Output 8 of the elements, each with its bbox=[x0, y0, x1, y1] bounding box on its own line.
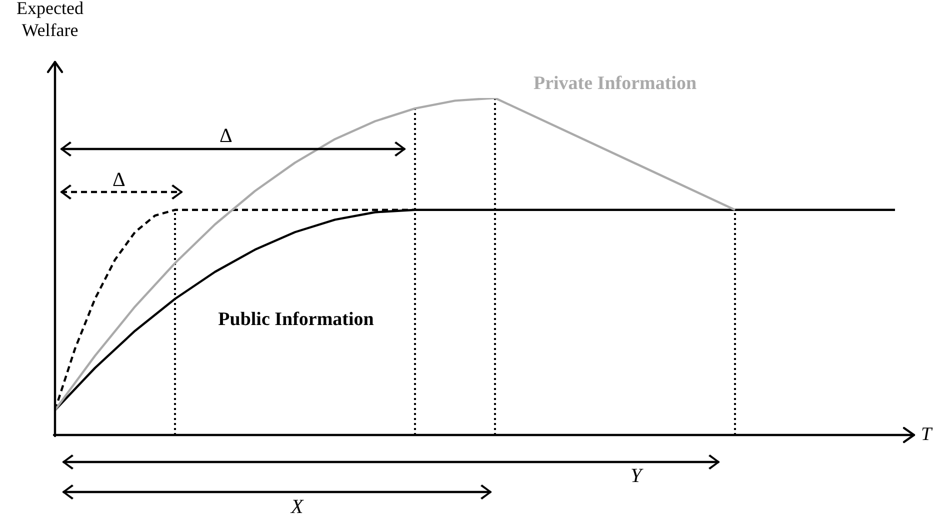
series-label: Public Information bbox=[218, 308, 374, 330]
x-axis-title: T bbox=[921, 424, 932, 446]
y-axis-title: Expected Welfare bbox=[16, 0, 84, 41]
series-label: Private Information bbox=[533, 72, 697, 94]
annotation: Δ bbox=[112, 169, 126, 191]
text: X bbox=[291, 496, 304, 518]
text: Y bbox=[630, 465, 642, 487]
annotation: Δ bbox=[220, 125, 232, 147]
